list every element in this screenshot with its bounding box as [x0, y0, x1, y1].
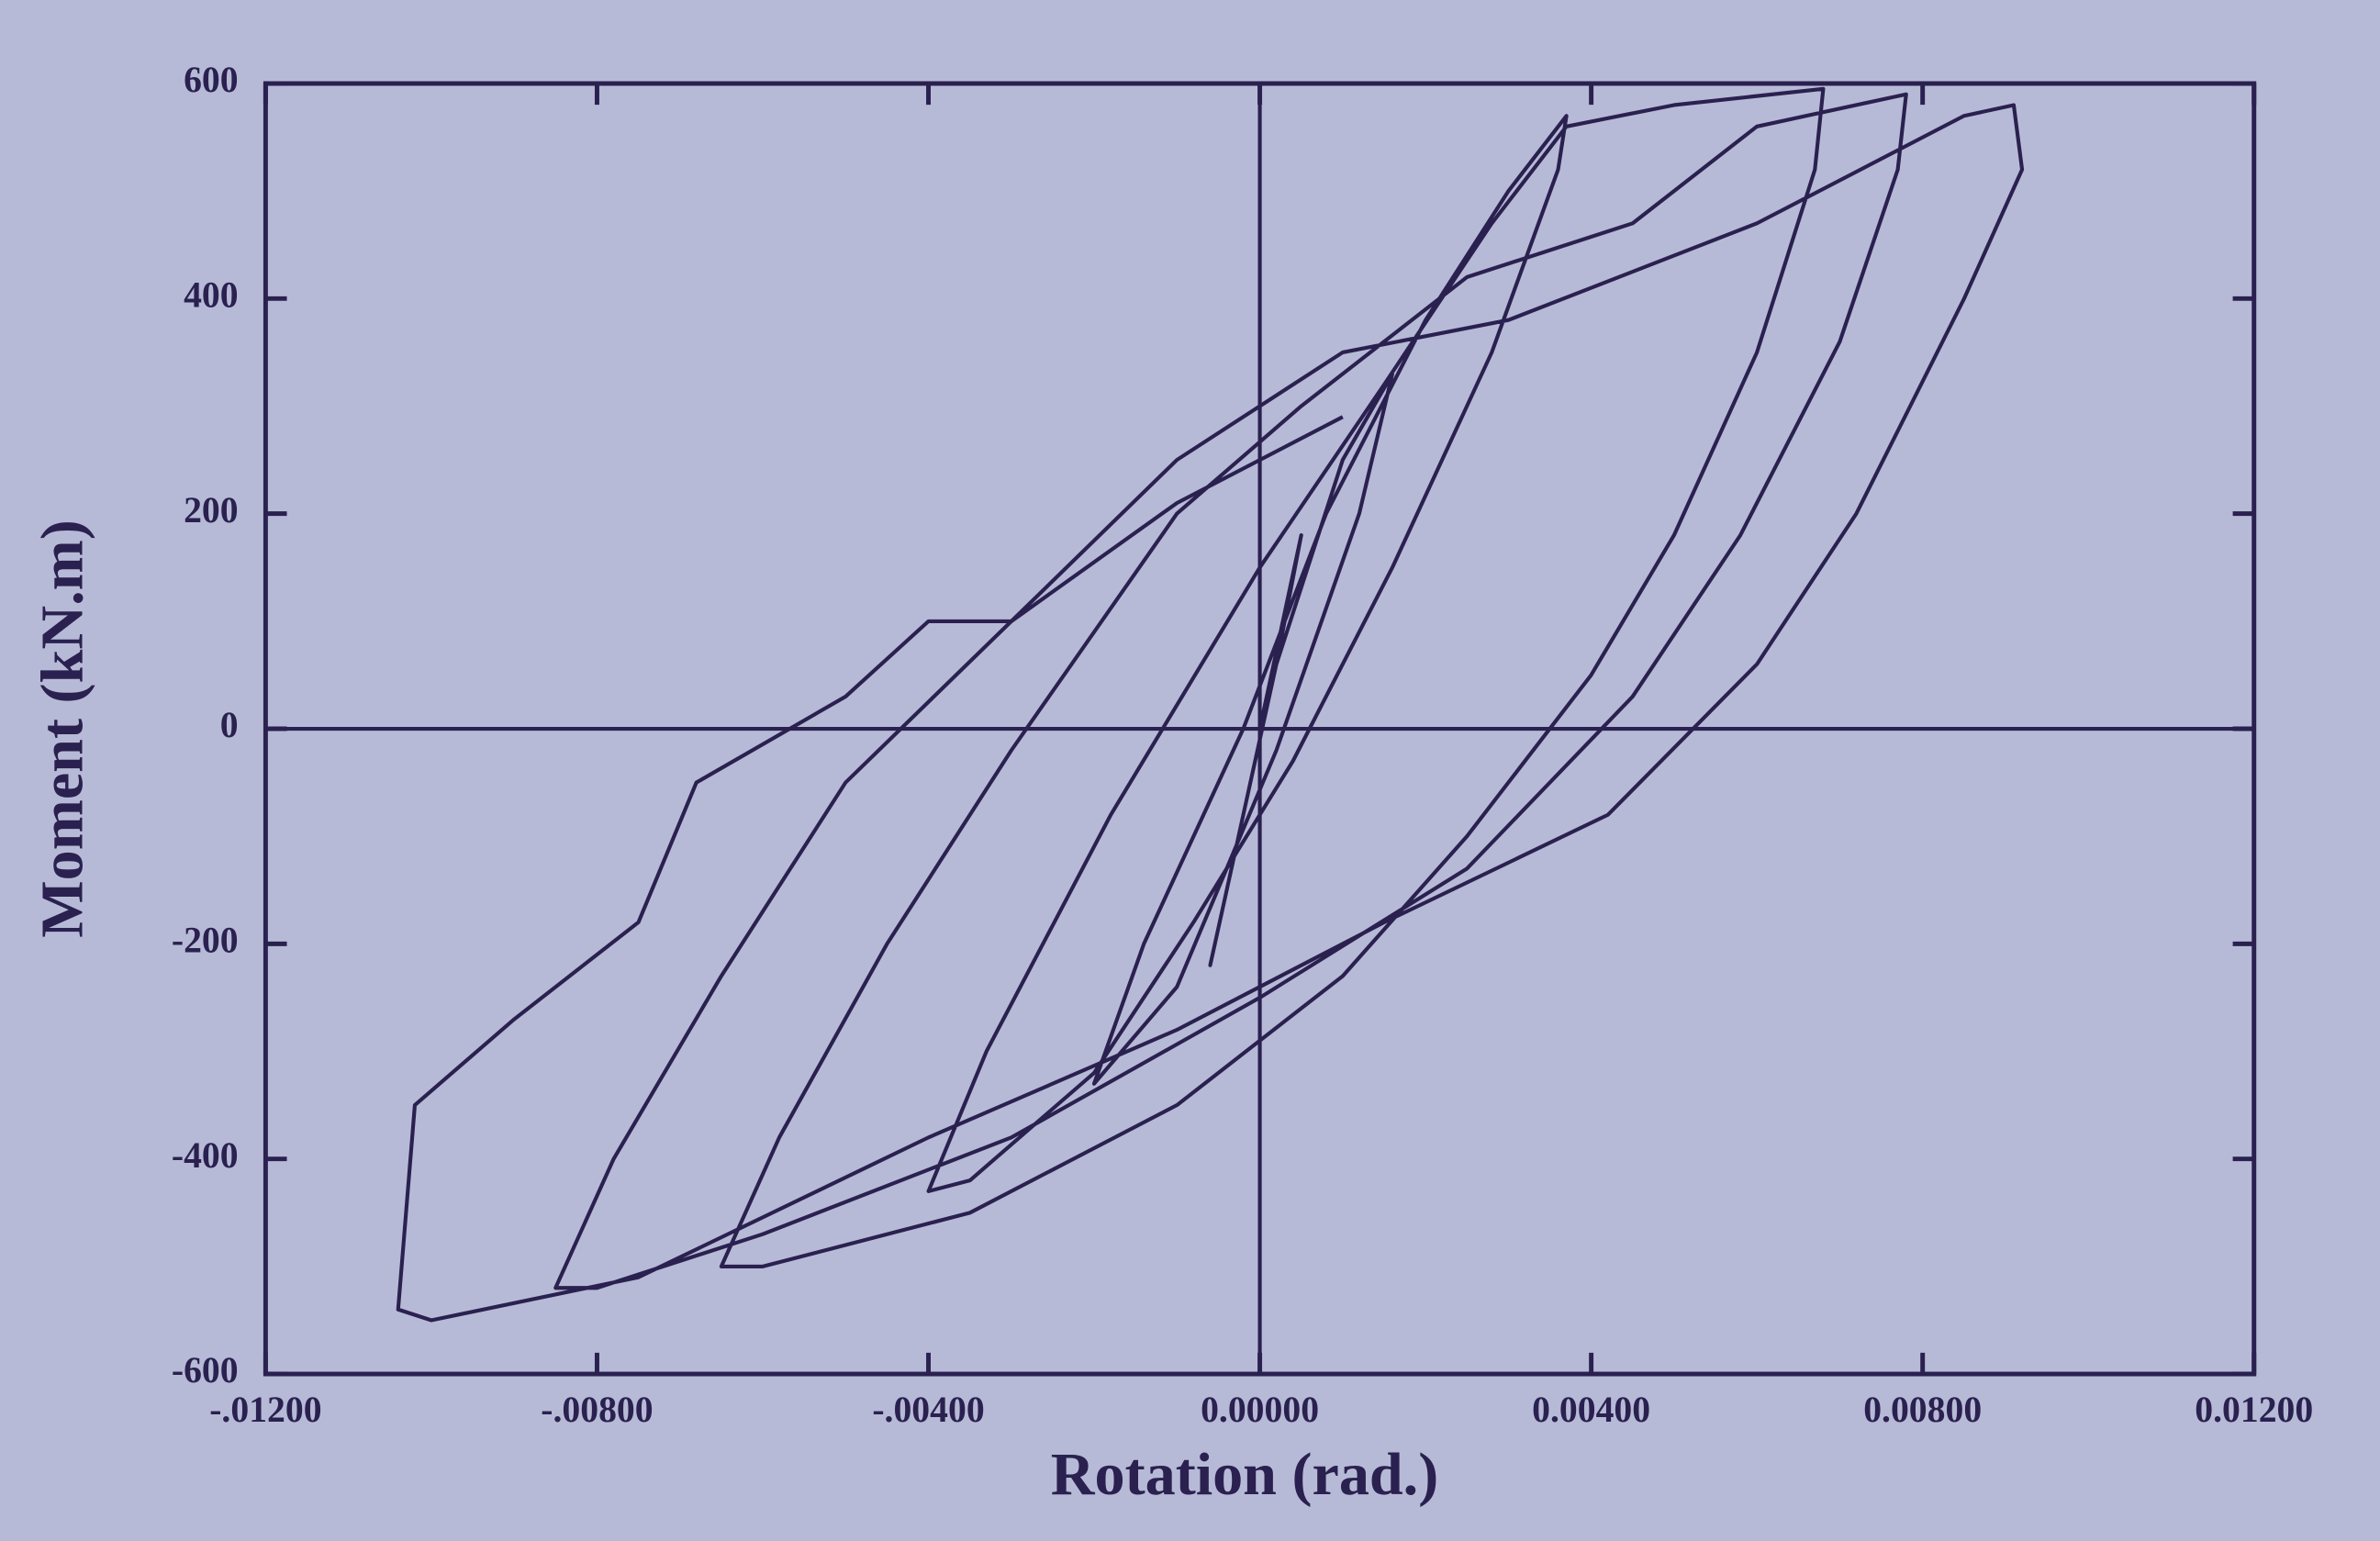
- y-tick-label: -400: [172, 1135, 239, 1176]
- x-tick-label: 0.01200: [2195, 1390, 2313, 1430]
- y-tick-label: -600: [172, 1350, 239, 1390]
- x-tick-label: -.00400: [872, 1390, 984, 1430]
- y-tick-label: 400: [184, 274, 239, 315]
- x-tick-label: 0.00000: [1201, 1390, 1319, 1430]
- x-tick-label: -.01200: [209, 1390, 321, 1430]
- background: [0, 0, 2380, 1541]
- page: Rotation (rad.) Moment (kN.m) -.01200 -.0…: [0, 0, 2380, 1541]
- y-tick-label: 200: [184, 490, 239, 530]
- y-tick-label: 0: [220, 705, 239, 745]
- y-tick-label: -200: [172, 920, 239, 960]
- y-axis-label: Moment (kN.m): [29, 519, 96, 938]
- x-axis-label: Rotation (rad.): [1051, 1441, 1438, 1508]
- y-tick-label: 600: [184, 60, 239, 100]
- chart: Rotation (rad.) Moment (kN.m) -.01200 -.0…: [0, 0, 2380, 1541]
- x-tick-label: -.00800: [541, 1390, 653, 1430]
- x-tick-label: 0.00800: [1863, 1390, 1982, 1430]
- x-tick-label: 0.00400: [1532, 1390, 1650, 1430]
